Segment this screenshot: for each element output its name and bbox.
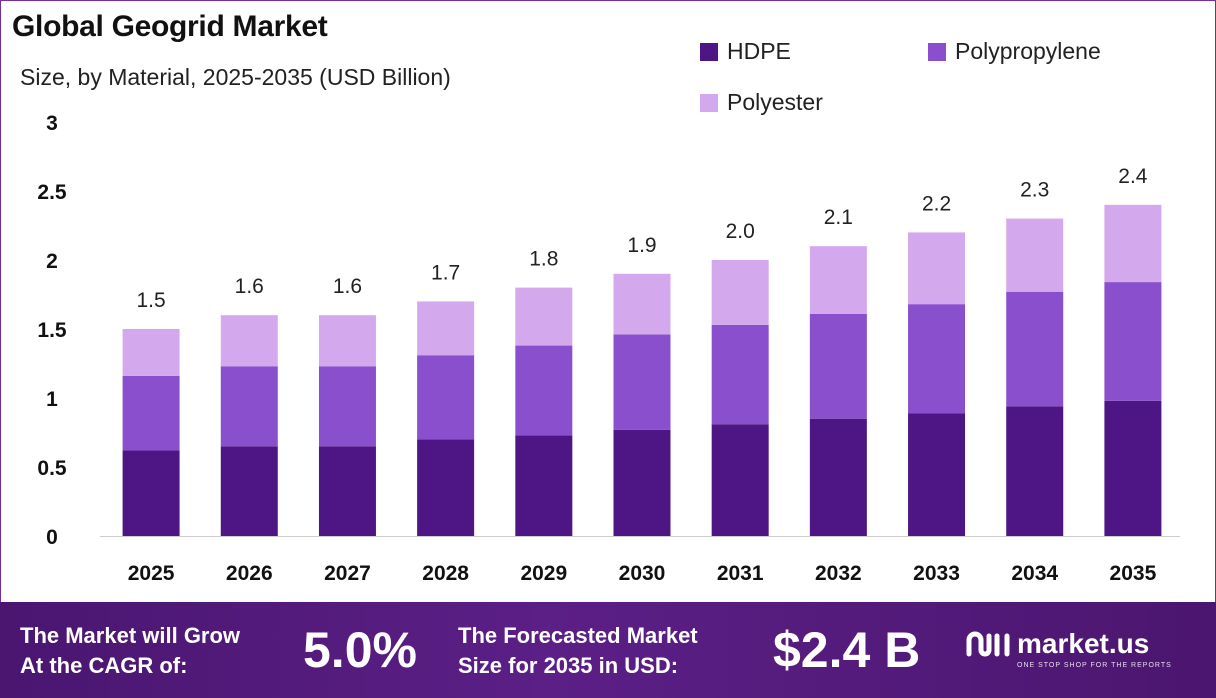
cagr-line-1: The Market will Grow — [20, 623, 241, 648]
x-tick-label: 2033 — [913, 562, 960, 585]
bar-segment-polypropylene — [515, 345, 573, 436]
chart-title: Global Geogrid Market — [12, 10, 328, 43]
bar-segment-hdpe — [613, 429, 671, 536]
legend-label-polyester: Polyester — [727, 89, 823, 115]
bar-segment-polypropylene — [809, 313, 867, 419]
bar-segment-hdpe — [417, 439, 475, 536]
bar-segment-polyester — [613, 273, 671, 335]
chart-subtitle: Size, by Material, 2025-2035 (USD Billio… — [20, 64, 451, 90]
bar-segment-polyester — [220, 315, 278, 367]
x-tick-label: 2031 — [717, 562, 764, 585]
bar-segment-polyester — [417, 301, 475, 356]
legend-swatch-polyester — [700, 93, 718, 112]
brand-name: market.us — [1017, 628, 1150, 659]
brand[interactable]: market.us ONE STOP SHOP FOR THE REPORTS — [965, 624, 1171, 670]
bar-segment-hdpe — [515, 435, 573, 536]
bar-segment-polypropylene — [711, 324, 769, 425]
bar-segment-polypropylene — [122, 375, 180, 451]
bar-segment-polypropylene — [318, 366, 376, 447]
legend-item-polypropylene: Polypropylene — [928, 38, 1101, 65]
bar-segment-polyester — [1006, 218, 1064, 292]
bar-segment-polyester — [515, 287, 573, 346]
y-tick-label: 2.5 — [37, 181, 67, 204]
x-tick-label: 2027 — [324, 562, 371, 585]
bar-segment-hdpe — [908, 413, 966, 536]
bar-total-label: 2.3 — [1020, 179, 1049, 202]
bar-segment-polyester — [318, 315, 376, 367]
footer-banner: The Market will Grow At the CAGR of: 5.0… — [0, 602, 1216, 698]
bar-total-label: 1.5 — [136, 289, 165, 312]
bar-segment-hdpe — [809, 418, 867, 536]
bar-segment-polypropylene — [220, 366, 278, 447]
bar-total-label: 1.8 — [529, 248, 558, 271]
market-us-logo-icon — [966, 631, 1010, 657]
cagr-caption: The Market will Grow At the CAGR of: — [20, 621, 240, 681]
legend-item-polyester: Polyester — [700, 89, 823, 116]
bar-segment-hdpe — [318, 446, 376, 536]
bar-segment-polypropylene — [1006, 291, 1064, 407]
bar-total-label: 2.2 — [922, 192, 951, 215]
x-tick-label: 2028 — [422, 562, 469, 585]
y-tick-label: 1 — [46, 388, 58, 411]
legend-swatch-hdpe — [700, 42, 718, 61]
x-tick-label: 2032 — [815, 562, 862, 585]
bar-total-label: 2.1 — [824, 206, 853, 229]
bar-total-label: 2.0 — [726, 220, 755, 243]
bar-segment-polyester — [711, 260, 769, 325]
bar-total-label: 1.7 — [431, 261, 460, 284]
y-tick-label: 3 — [46, 112, 58, 135]
forecast-line-2: Size for 2035 in USD: — [458, 653, 679, 678]
bar-segment-polypropylene — [908, 304, 966, 414]
x-tick-label: 2034 — [1011, 562, 1058, 585]
x-tick-label: 2030 — [619, 562, 666, 585]
bar-segment-polyester — [122, 329, 180, 376]
cagr-value: 5.0% — [303, 622, 417, 678]
bar-segment-polyester — [809, 246, 867, 314]
bar-segment-polypropylene — [613, 334, 671, 430]
legend-item-hdpe: HDPE — [700, 38, 791, 65]
forecast-line-1: The Forecasted Market — [458, 623, 698, 648]
bar-total-label: 1.6 — [235, 275, 264, 298]
cagr-line-2: At the CAGR of: — [20, 653, 188, 678]
legend-label-hdpe: HDPE — [727, 38, 791, 64]
forecast-value: $2.4 B — [773, 622, 921, 678]
bar-segment-polypropylene — [1104, 282, 1162, 401]
y-tick-label: 2 — [46, 250, 58, 273]
bar-segment-polyester — [908, 232, 966, 305]
x-tick-label: 2035 — [1110, 562, 1157, 585]
y-tick-label: 1.5 — [37, 319, 67, 342]
legend: HDPE Polypropylene Polyester — [0, 0, 1216, 130]
legend-swatch-polypropylene — [928, 42, 946, 61]
forecast-caption: The Forecasted Market Size for 2035 in U… — [458, 621, 698, 681]
x-tick-label: 2026 — [226, 562, 273, 585]
bar-segment-hdpe — [711, 424, 769, 536]
bar-total-label: 1.9 — [627, 234, 656, 257]
brand-text: market.us ONE STOP SHOP FOR THE REPORTS — [1017, 628, 1171, 670]
bar-segment-hdpe — [122, 450, 180, 536]
bar-segment-hdpe — [1104, 400, 1162, 536]
bar-segment-hdpe — [1006, 406, 1064, 536]
x-tick-label: 2029 — [520, 562, 567, 585]
bar-chart: 0 0.5 1 1.5 2 2.5 3 1.5 2025 1.6 2026 1.6 2027 1.7 202… — [37, 112, 1180, 585]
x-tick-label: 2025 — [128, 562, 175, 585]
bar-total-label: 1.6 — [333, 275, 362, 298]
legend-label-polypropylene: Polypropylene — [955, 38, 1101, 64]
brand-tagline: ONE STOP SHOP FOR THE REPORTS — [1017, 662, 1172, 669]
bar-segment-polyester — [1104, 204, 1162, 283]
bar-segment-polypropylene — [417, 355, 475, 440]
bar-total-label: 2.4 — [1118, 165, 1148, 188]
y-tick-label: 0 — [46, 526, 58, 549]
bar-segment-hdpe — [220, 446, 278, 536]
y-tick-label: 0.5 — [37, 457, 67, 480]
